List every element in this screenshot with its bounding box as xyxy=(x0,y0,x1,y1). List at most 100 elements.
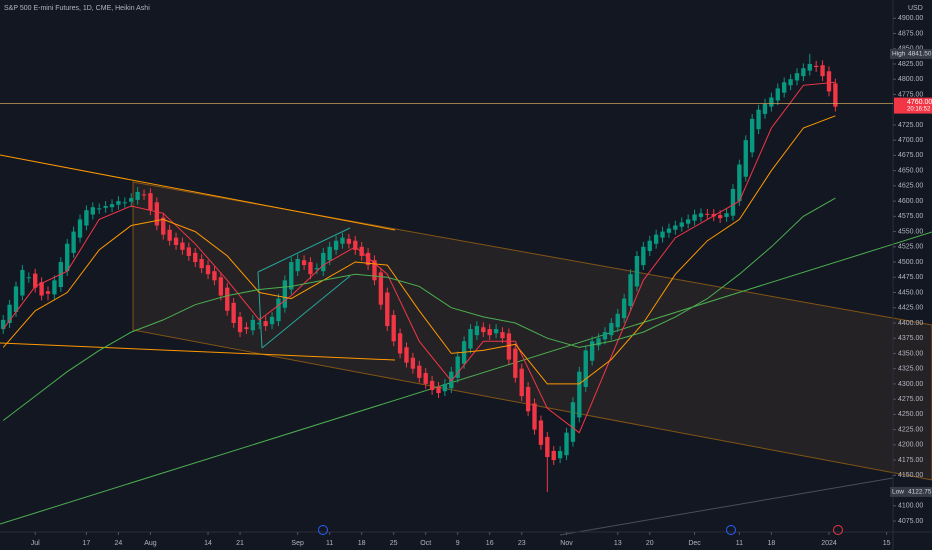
candle-body xyxy=(666,228,672,233)
candle-body xyxy=(135,191,140,200)
candle-body xyxy=(333,240,339,250)
candle-body xyxy=(359,246,364,256)
candle-body xyxy=(391,315,396,342)
y-tick-label: 4775.00 xyxy=(898,91,923,98)
last-price-label: 4760.00 xyxy=(907,99,932,106)
channel-line xyxy=(257,227,351,273)
candle-body xyxy=(84,210,89,226)
candle-body xyxy=(410,357,416,369)
x-tick-label: Oct xyxy=(420,540,431,547)
candle-body xyxy=(769,97,774,107)
x-tick-label: Jul xyxy=(31,540,40,547)
event-icons xyxy=(318,525,843,535)
candle-body xyxy=(103,205,108,208)
event-icon[interactable] xyxy=(726,525,736,535)
candle-body xyxy=(20,269,25,296)
candle-body xyxy=(545,436,550,458)
x-tick-label: 25 xyxy=(390,540,398,547)
candle-body xyxy=(583,350,588,387)
trend-line xyxy=(0,231,932,525)
candle-body xyxy=(493,329,499,334)
high_marker-label: High xyxy=(892,51,906,58)
candle-body xyxy=(314,268,320,270)
candle-body xyxy=(442,383,448,392)
candle-body xyxy=(609,322,614,336)
candle-body xyxy=(180,242,185,250)
candle-body xyxy=(7,304,12,323)
candle-body xyxy=(474,326,480,336)
candle-body xyxy=(1,319,6,330)
candle-body xyxy=(327,246,332,261)
countdown: 20:16:52 xyxy=(907,107,931,113)
low_marker-value: 4122.75 xyxy=(908,489,932,496)
y-tick-label: 4650.00 xyxy=(898,167,923,174)
high_marker-value: 4841.50 xyxy=(908,51,932,58)
candle-body xyxy=(308,262,313,275)
candle-body xyxy=(653,234,659,244)
candle-body xyxy=(532,403,537,430)
candle-body xyxy=(436,386,441,394)
candle-body xyxy=(685,219,691,224)
y-tick-label: 4375.00 xyxy=(898,335,923,342)
candle-body xyxy=(673,225,678,230)
candle-body xyxy=(65,243,70,272)
candle-body xyxy=(404,347,409,363)
candle-body xyxy=(346,238,352,244)
candle-body xyxy=(737,164,742,202)
y-tick-label: 4500.00 xyxy=(898,259,923,266)
candle-body xyxy=(372,260,377,281)
candle-body xyxy=(13,286,19,313)
y-tick-label: 4075.00 xyxy=(898,518,923,525)
y-tick-label: 4175.00 xyxy=(898,457,923,464)
last-price-box xyxy=(894,97,932,114)
candle-body xyxy=(218,277,224,296)
candle-body xyxy=(90,207,95,215)
y-tick-label: 4225.00 xyxy=(898,426,923,433)
candle-body xyxy=(596,338,601,346)
candle-body xyxy=(698,213,704,217)
candle-body xyxy=(525,386,531,412)
candle-body xyxy=(263,321,268,327)
candle-body xyxy=(225,287,230,311)
candle-body xyxy=(71,231,76,253)
candle-body xyxy=(340,237,345,244)
y-tick-label: 4100.00 xyxy=(898,503,923,510)
candle-body xyxy=(97,208,102,210)
candle-body xyxy=(378,272,384,305)
candle-body xyxy=(429,380,435,391)
candle-body xyxy=(615,313,620,328)
candle-body xyxy=(161,217,166,235)
candle-body xyxy=(602,332,608,340)
candle-body xyxy=(45,291,51,294)
event-icon[interactable] xyxy=(318,525,328,535)
candle-body xyxy=(154,202,160,226)
y-tick-label: 4875.00 xyxy=(898,30,923,37)
candle-body xyxy=(756,109,761,130)
candle-body xyxy=(33,273,38,288)
candle-body xyxy=(237,316,243,333)
y-tick-label: 4400.00 xyxy=(898,320,923,327)
candle-body xyxy=(788,79,793,86)
low_marker-box xyxy=(890,486,932,497)
candle-body xyxy=(564,432,569,456)
y-tick-label: 4600.00 xyxy=(898,198,923,205)
x-tick-label: 15 xyxy=(883,540,891,547)
candle-body xyxy=(781,82,787,93)
x-tick-label: 23 xyxy=(518,540,526,547)
candle-body xyxy=(621,298,627,319)
candle-body xyxy=(775,88,780,101)
event-icon[interactable] xyxy=(833,525,843,535)
y-tick-label: 4800.00 xyxy=(898,76,923,83)
candle-body xyxy=(186,247,192,256)
candle-body xyxy=(692,214,697,221)
candle-body xyxy=(647,240,652,252)
candle-body xyxy=(212,271,217,281)
candle-body xyxy=(199,258,204,269)
candle-body xyxy=(481,327,486,333)
y-tick-label: 4625.00 xyxy=(898,183,923,190)
series-layer xyxy=(1,53,838,492)
candle-body xyxy=(820,65,825,77)
candle-body xyxy=(705,213,710,215)
y-tick-label: 4675.00 xyxy=(898,152,923,159)
candle-body xyxy=(577,371,582,418)
